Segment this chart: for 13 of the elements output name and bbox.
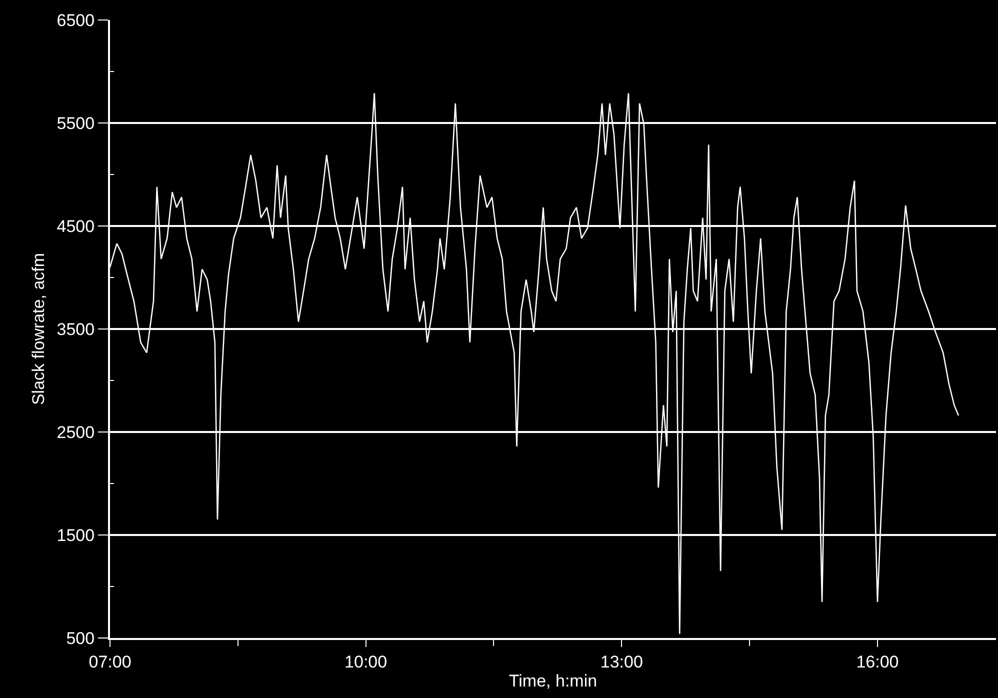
x-axis-title: Time, h:min [508,671,598,690]
y-tick-label: 6500 [56,10,95,30]
y-tick-label: 500 [66,628,95,648]
x-tick-label: 10:00 [344,652,388,672]
y-tick-label: 1500 [56,526,95,545]
y-tick-label: 4500 [56,216,95,236]
y-tick-label: 3500 [56,320,95,339]
x-tick-label: 13:00 [600,652,643,672]
x-tick-label: 07:00 [88,652,132,672]
y-tick-label: 2500 [56,422,95,442]
y-axis-title: Slack flowrate, acfm [28,252,48,406]
x-tick-label: 16:00 [856,652,899,672]
y-tick-label: 5500 [56,114,95,133]
